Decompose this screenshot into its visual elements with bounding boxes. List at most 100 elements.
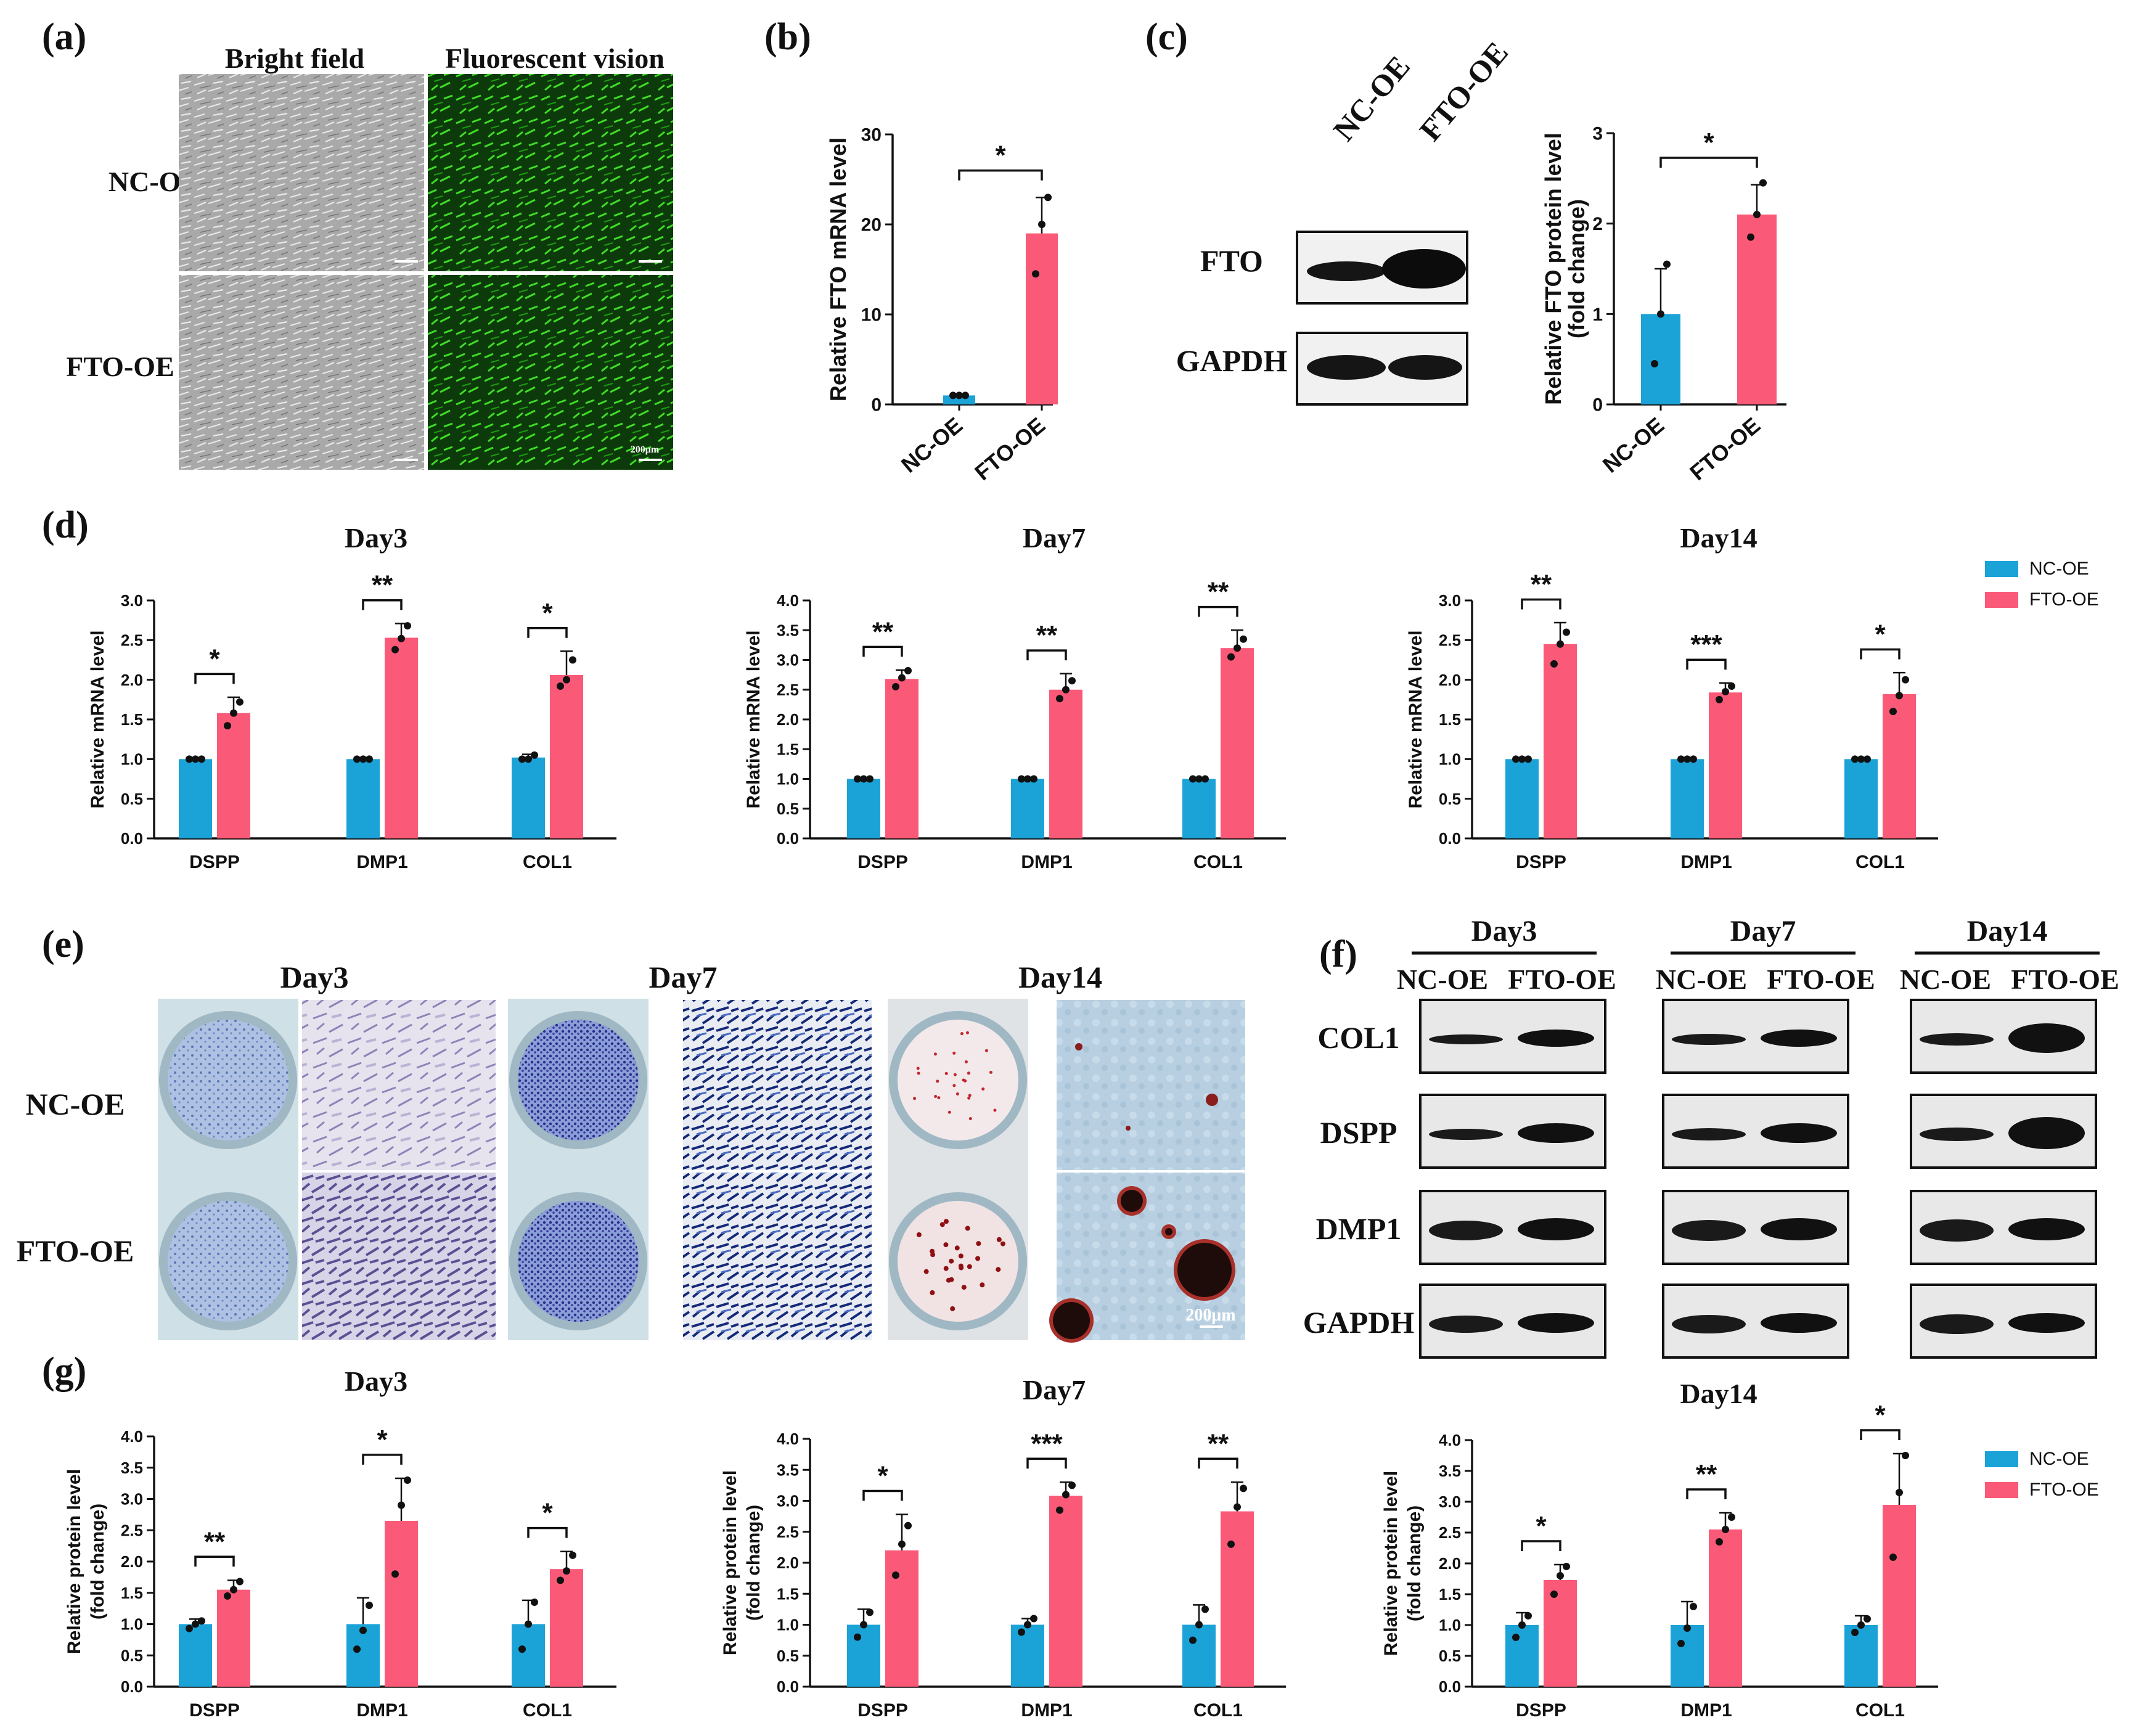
chart-d1-COL1-sig-bracket (527, 627, 568, 638)
chart-g1-COL1-fto-bar (550, 1569, 583, 1687)
blot-f-band-COL1-nc-2 (1920, 1033, 1994, 1046)
chart-d1-xtick-label: COL1 (523, 852, 572, 872)
ars-nodule-top (936, 1079, 939, 1083)
chart-g2-COL1-fto-dot (1240, 1484, 1247, 1492)
chart-c-ylabel-line2: (fold change) (1564, 199, 1589, 338)
ars-nodule-top (952, 1051, 956, 1055)
chart-d1-ytick-label: 0.5 (121, 790, 143, 808)
chart-g2-ytick-label: 1.0 (777, 1616, 799, 1634)
chart-g2-title: Day7 (1023, 1374, 1086, 1406)
chart-d2-DSPP-fto-dot (892, 682, 899, 690)
ars-nodule-top (960, 1032, 964, 1036)
ars-nodule-bot (954, 1245, 960, 1251)
chart-d3-ytick-label: 0.5 (1439, 790, 1461, 808)
panel-e-row-fto: FTO-OE (17, 1234, 134, 1268)
chart-c-0-dot (1663, 260, 1671, 268)
blot-c-band-fto-fto (1382, 249, 1466, 289)
blot-f-band-GAPDH-fto-0 (1518, 1313, 1594, 1333)
chart-b-sig-label: * (995, 141, 1006, 171)
chart-g3-COL1-fto-dot (1902, 1452, 1909, 1459)
chart-g1-DMP1-fto-dot (398, 1501, 405, 1509)
chart-g2-ytick-label: 3.5 (777, 1460, 799, 1479)
ars-nodule-top (967, 1096, 971, 1100)
blot-f-band-DSPP-fto-2 (2008, 1117, 2085, 1149)
chart-g2: 0.0 0.5 1.0 1.5 2.0 2.5 3.0 3.5 4.0 Relative prot… (720, 1374, 1286, 1721)
ars-nodule-top (993, 1108, 997, 1112)
chart-b-ytick-label: 30 (861, 125, 882, 145)
chart-g2-ytick-label: 1.5 (777, 1584, 799, 1603)
chart-d1-COL1-nc-dot (518, 755, 526, 763)
chart-g1-COL1-nc-dot (518, 1645, 526, 1653)
ars-nodule-bot (949, 1258, 954, 1264)
chart-g3-DMP1-nc-bar (1671, 1625, 1704, 1687)
blot-f-band-DMP1-nc-2 (1920, 1219, 1994, 1242)
chart-g1-DMP1-fto-bar (385, 1521, 418, 1687)
chart-g3-DSPP-nc-dot (1518, 1621, 1526, 1629)
chart-d2-DSPP-fto-dot (904, 666, 912, 674)
chart-g2-DMP1-nc-bar (1011, 1624, 1044, 1687)
chart-b-ylabel: Relative FTO mRNA level (825, 137, 851, 401)
chart-g2-DMP1-sig-bracket (1026, 1457, 1067, 1469)
chart-d3-DSPP-sig-label: ** (1531, 569, 1552, 599)
chart-c-1-bar (1737, 215, 1777, 404)
chart-d2-ytick-label: 3.5 (777, 621, 799, 639)
chart-d1-DMP1-fto-dot (404, 622, 411, 630)
chart-c-ytick-label: 3 (1592, 124, 1603, 144)
chart-d1-COL1-fto-bar (550, 674, 583, 838)
chart-d3-ytick-label: 2.0 (1439, 671, 1461, 689)
chart-d1-ytick-label: 1.0 (121, 750, 143, 768)
chart-g3-COL1-sig-label: * (1875, 1400, 1886, 1430)
chart-g3-DMP1-fto-bar (1709, 1529, 1742, 1687)
chart-b-0-dot (962, 391, 969, 399)
blot-c-label-gapdh: GAPDH (1176, 343, 1288, 378)
chart-d2-DSPP-nc-dot (860, 775, 867, 783)
chart-d3-ytick-label: 1.5 (1439, 710, 1461, 729)
chart-g1-COL1-sig-bracket (527, 1526, 568, 1538)
chart-g1-COL1-nc-bar (512, 1624, 545, 1687)
chart-d1-COL1-nc-bar (512, 757, 545, 838)
chart-d2-ytick-label: 1.0 (777, 770, 799, 788)
ars-nodule-bot (916, 1232, 922, 1237)
chart-d2-DMP1-nc-bar (1011, 779, 1044, 838)
chart-d3-DSPP-nc-dot (1524, 755, 1532, 763)
chart-g1-DSPP-sig-label: ** (204, 1526, 226, 1557)
chart-g3-DSPP-fto-bar (1544, 1580, 1577, 1687)
chart-g2-DMP1-fto-dot (1062, 1491, 1070, 1499)
chart-g3-ytick-label: 3.5 (1439, 1462, 1461, 1480)
chart-d2-DSPP-nc-bar (847, 779, 880, 838)
panel-label-b: (b) (764, 16, 811, 58)
chart-c-ytick-label: 2 (1592, 214, 1603, 234)
blot-f-band-GAPDH-fto-1 (1761, 1313, 1837, 1333)
ars-nodule-bot (950, 1306, 955, 1311)
chart-g3-DMP1-nc-dot (1690, 1603, 1697, 1610)
chart-c-xtick-label: FTO-OE (1685, 412, 1765, 485)
chart-g1-COL1-fto-dot (563, 1567, 570, 1575)
chart-b-0-dot (955, 391, 963, 399)
ars-nodule-bot (980, 1282, 985, 1288)
ars-nodule-top (964, 1060, 968, 1064)
chart-g3-COL1-sig-bracket (1860, 1429, 1901, 1440)
chart-d3-ytick-label: 0.0 (1439, 829, 1461, 848)
chart-b-1-dot (1032, 270, 1039, 278)
chart-g3-DMP1-nc-dot (1677, 1640, 1685, 1647)
chart-g3-title: Day14 (1680, 1378, 1757, 1409)
ars-nodule-top (967, 1071, 970, 1075)
ars-nodule-top (989, 1071, 992, 1075)
chart-g2-DSPP-nc-bar (847, 1624, 880, 1687)
chart-g2-DSPP-sig-bracket (862, 1489, 903, 1501)
blot-f-band-DMP1-nc-0 (1429, 1221, 1503, 1240)
chart-d1-DSPP-fto-bar (217, 713, 250, 838)
chart-g3-ytick-label: 0.5 (1439, 1647, 1461, 1665)
legend-g-swatch-nc (1985, 1451, 2018, 1467)
chart-c-sig-label: * (1703, 128, 1714, 158)
ars-nodule-bot (930, 1248, 935, 1254)
chart-g1-ytick-label: 1.5 (121, 1584, 143, 1602)
ars-nodule-top (917, 1071, 920, 1075)
chart-d2-xtick-label: DSPP (857, 852, 908, 872)
chart-g1-ylabel-line1: Relative protein level (64, 1469, 84, 1654)
blot-c-label-fto: FTO (1200, 244, 1263, 278)
chart-c-1-dot (1753, 211, 1761, 218)
well-bot-ars-day14 (898, 1201, 1018, 1322)
chart-d2-COL1-nc-dot (1189, 775, 1197, 783)
chart-d3-COL1-fto-dot (1889, 708, 1897, 716)
